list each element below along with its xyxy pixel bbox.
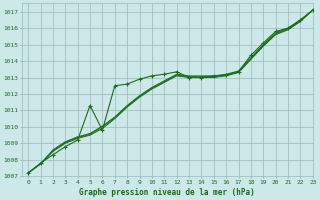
X-axis label: Graphe pression niveau de la mer (hPa): Graphe pression niveau de la mer (hPa) — [79, 188, 255, 197]
